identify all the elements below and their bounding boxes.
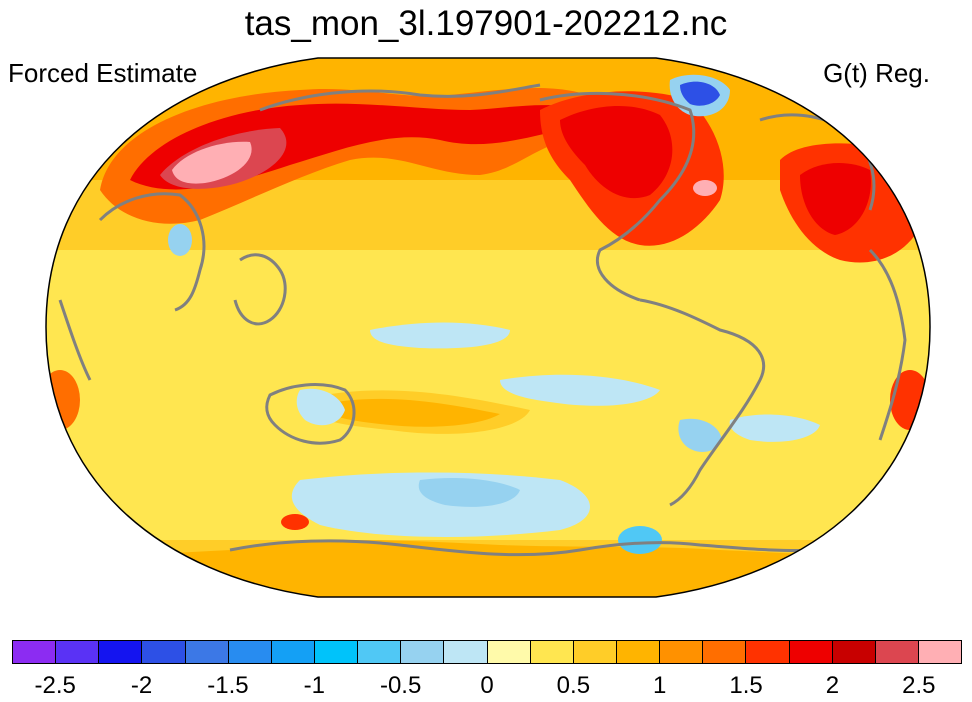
colorbar-tick-label: 2.5 — [902, 672, 936, 699]
map-title: tas_mon_3l.197901-202212.nc — [244, 4, 728, 43]
colorbar-cell — [271, 641, 315, 663]
colorbar-cell — [530, 641, 574, 663]
colorbar-tick-label: 1 — [653, 672, 667, 699]
temperature-field — [46, 58, 930, 597]
colorbar-tick-labels: -2.5 -2 -1.5 -1 -0.5 0 0.5 1 1.5 2 2.5 — [0, 672, 972, 702]
map-border — [45, 57, 931, 598]
colorbar-cell — [616, 641, 661, 663]
colorbar-cell — [875, 641, 919, 663]
coastlines — [58, 83, 907, 557]
colorbar-cell — [703, 641, 747, 663]
right-subtitle: G(t) Reg. — [823, 58, 930, 88]
colorbar-cell — [444, 641, 488, 663]
colorbar-cell — [789, 641, 833, 663]
colorbar-cell — [358, 641, 402, 663]
colorbar-tick-label: -2 — [130, 672, 153, 699]
colorbar-cell — [918, 641, 962, 663]
colorbar-cell — [142, 641, 186, 663]
colorbar-tick-label: -1.5 — [207, 672, 249, 699]
colorbar-tick-label: 0 — [480, 672, 494, 699]
colorbar-cell — [185, 641, 229, 663]
colorbar-cell — [573, 641, 617, 663]
colorbar-tick-label: -0.5 — [379, 672, 422, 699]
colorbar-cell — [56, 641, 100, 663]
colorbar-cell — [660, 641, 704, 663]
colorbar-cell — [228, 641, 272, 663]
colorbar-cell — [746, 641, 790, 663]
colorbar-cell — [401, 641, 445, 663]
colorbar-cell — [487, 641, 531, 663]
colorbar-tick-label: -1 — [303, 672, 325, 699]
left-subtitle: Forced Estimate — [8, 58, 198, 88]
colorbar-tick-label: 0.5 — [556, 672, 591, 699]
colorbar-tick-label: -2.5 — [34, 672, 76, 699]
colorbar-cell — [13, 641, 57, 663]
colorbar-tick-label: 1.5 — [729, 672, 763, 699]
colorbar — [12, 640, 962, 664]
colorbar-tick-label: 2 — [825, 672, 840, 699]
colorbar-cell — [99, 641, 143, 663]
colorbar-cell — [314, 641, 359, 663]
colorbar-cell — [832, 641, 876, 663]
